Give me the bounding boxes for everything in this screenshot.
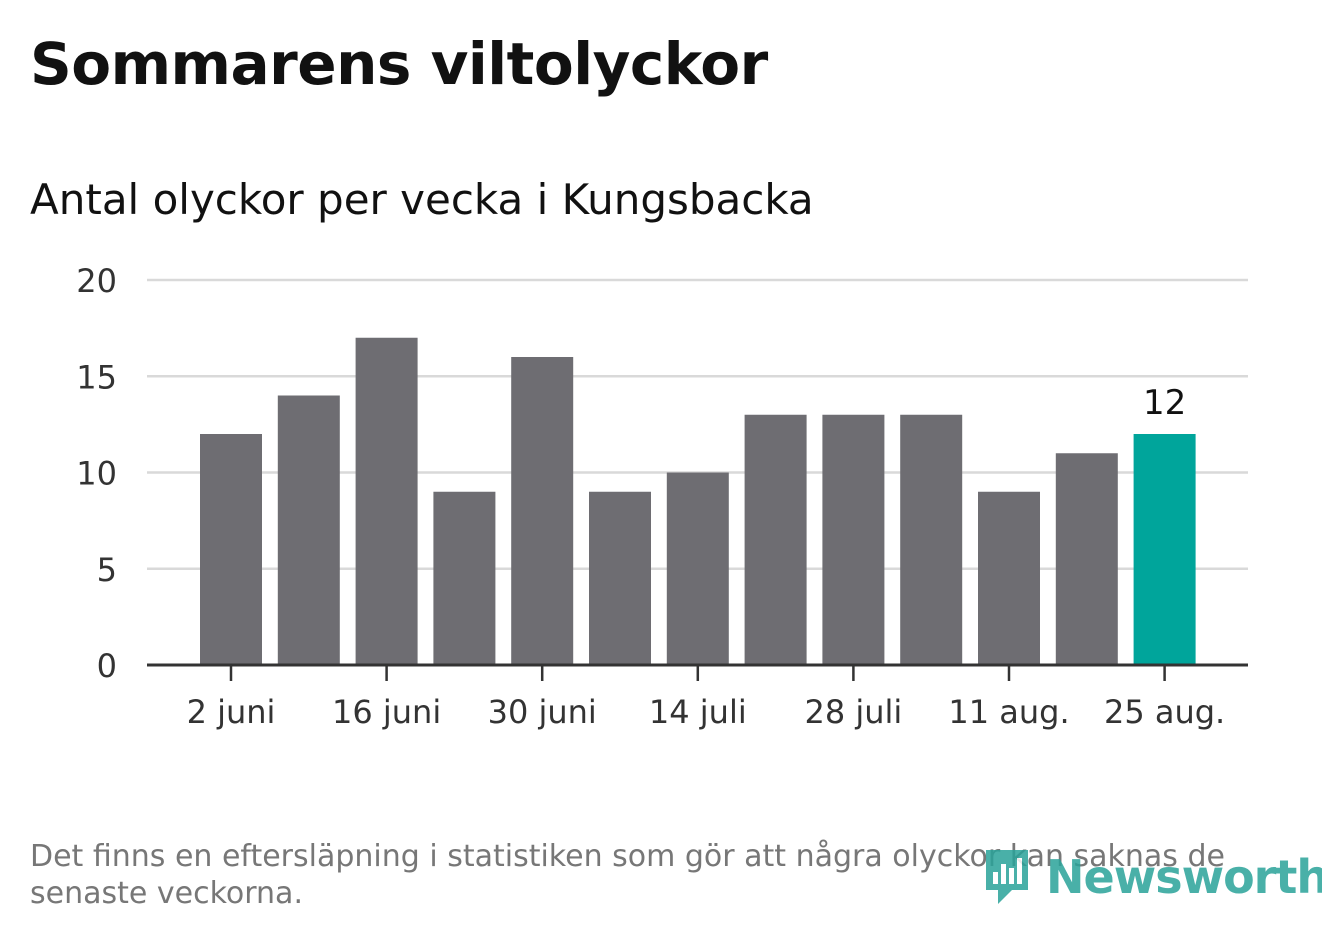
x-tick-label: 14 juli <box>649 693 747 731</box>
bar <box>433 491 496 665</box>
x-tick-label: 2 juni <box>187 693 276 731</box>
bar <box>744 414 807 665</box>
y-tick-label: 15 <box>76 358 117 396</box>
bar <box>589 491 651 665</box>
x-tick-label: 11 aug. <box>948 693 1069 731</box>
bar <box>511 357 574 665</box>
bar <box>1055 453 1118 665</box>
x-tick-label: 30 juni <box>488 693 597 731</box>
x-tick-label: 25 aug. <box>1104 693 1225 731</box>
bar <box>200 434 262 665</box>
logo-text: Newsworthy <box>1046 850 1322 904</box>
x-tick-label: 16 juni <box>332 693 441 731</box>
chart-subtitle: Antal olyckor per vecka i Kungsbacka <box>30 175 814 224</box>
bar <box>277 395 340 665</box>
x-tick-label: 28 juli <box>804 693 902 731</box>
y-tick-label: 0 <box>97 647 117 685</box>
bar-chart: 0 5 10 15 20 12 2 juni 16 juni 30 juni 14 juli 28 … <box>76 262 1248 731</box>
highlight-bar <box>1133 434 1196 665</box>
bar <box>822 414 885 665</box>
chart-title: Sommarens viltolyckor <box>30 30 768 98</box>
bar <box>978 491 1040 665</box>
data-label: 12 <box>1143 383 1186 423</box>
y-tick-label: 20 <box>76 262 117 300</box>
bar <box>355 337 418 665</box>
bar <box>900 414 963 665</box>
newsworthy-logo: Newsworthy <box>982 846 1322 908</box>
chart-bars-icon <box>986 850 1028 904</box>
y-tick-label: 5 <box>97 551 117 589</box>
y-tick-label: 10 <box>76 455 117 493</box>
bar <box>666 472 729 665</box>
